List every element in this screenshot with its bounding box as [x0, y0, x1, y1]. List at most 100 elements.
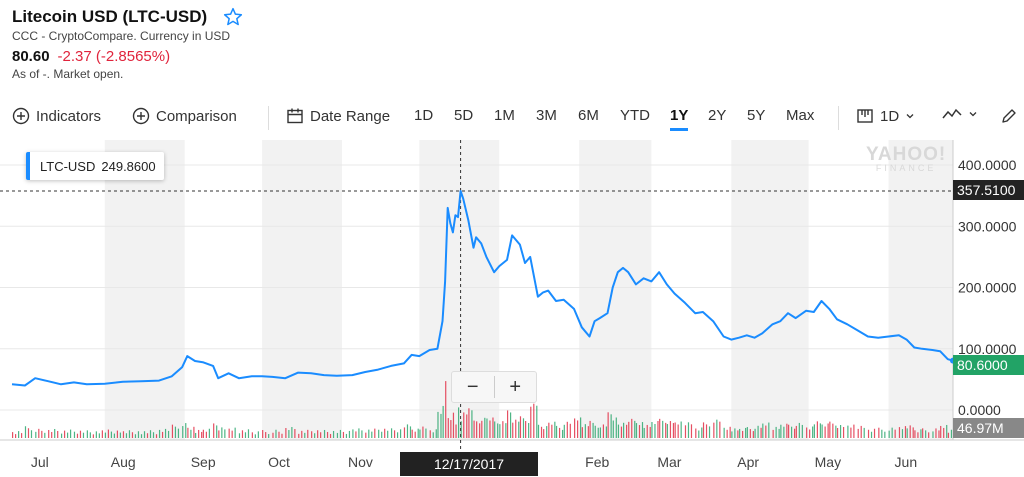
volume-bar [505, 423, 507, 438]
draw-tool-button[interactable] [1000, 107, 1018, 125]
range-3m[interactable]: 3M [536, 107, 557, 124]
volume-bar [719, 421, 721, 438]
volume-bar [24, 426, 27, 438]
volume-bar [69, 429, 72, 438]
volume-bar [947, 432, 950, 438]
volume-bar [605, 426, 608, 438]
volume-bar [783, 426, 785, 438]
volume-bar [116, 430, 119, 438]
volume-bar [518, 421, 520, 438]
date-range-button[interactable]: Date Range [286, 107, 390, 125]
volume-bar [82, 432, 85, 438]
watermark-sub: FINANCE [875, 163, 937, 173]
indicators-button[interactable]: Indicators [12, 107, 101, 125]
volume-bar [617, 424, 620, 438]
volume-bar [599, 427, 602, 438]
volume-bar [904, 426, 907, 438]
range-1y[interactable]: 1Y [670, 107, 689, 131]
volume-bar [853, 424, 855, 438]
volume-bar [857, 428, 859, 438]
range-1d[interactable]: 1D [414, 107, 434, 124]
volume-bar [589, 420, 591, 438]
volume-bar [146, 433, 149, 438]
zoom-out-button[interactable]: − [466, 376, 479, 398]
crosshair-date-tag: 12/17/2017 [400, 452, 538, 476]
volume-bar [898, 427, 901, 438]
x-axis: Jul Aug Sep Oct Nov Feb Mar Apr May Jun [31, 454, 917, 470]
volume-bar [680, 421, 682, 438]
volume-bar [878, 427, 880, 438]
volume-bar [307, 429, 309, 438]
volume-bar [30, 430, 33, 438]
price-chart[interactable]: 400.0000 300.0000 200.0000 100.0000 0.0000 J… [0, 140, 1024, 477]
volume-bar [218, 430, 220, 438]
volume-bar [257, 431, 259, 438]
volume-bar [819, 423, 821, 438]
volume-bar [752, 431, 754, 438]
chevron-down-icon [969, 112, 977, 117]
volume-bar [757, 425, 759, 438]
volume-bar [602, 424, 605, 438]
volume-bar [134, 434, 137, 438]
volume-bar [463, 412, 465, 438]
volume-bar [251, 432, 253, 438]
volume-bar [806, 427, 808, 438]
comparison-label: Comparison [156, 107, 237, 125]
volume-bar [746, 427, 748, 438]
range-2y[interactable]: 2Y [708, 107, 727, 124]
y-tick-label: 100.0000 [958, 341, 1017, 357]
range-max[interactable]: Max [786, 107, 815, 124]
volume-bar [201, 431, 203, 438]
toolbar-divider [268, 106, 269, 130]
volume-bar [906, 428, 908, 438]
volume-bar [414, 431, 416, 438]
x-tick-label: Jul [31, 454, 49, 470]
volume-bar [339, 429, 342, 438]
comparison-button[interactable]: Comparison [132, 107, 237, 125]
range-6m[interactable]: 6M [578, 107, 599, 124]
range-ytd[interactable]: YTD [620, 107, 650, 124]
volume-bar [86, 430, 88, 438]
volume-bar [44, 432, 46, 438]
volume-bar [574, 418, 576, 438]
chart-toolbar: Indicators Comparison Date Range 1D 5D 1… [0, 104, 1024, 132]
crosshair-price-tag: 357.5100 [953, 180, 1024, 200]
chart-type-dropdown[interactable] [942, 107, 978, 121]
range-5d[interactable]: 5D [454, 107, 474, 124]
volume-bar [580, 417, 582, 438]
volume-bar [221, 427, 223, 438]
volume-bar [935, 428, 937, 438]
volume-bar [768, 422, 770, 438]
volume-bar [368, 429, 370, 438]
volume-bar [519, 416, 522, 438]
volume-bar [187, 427, 189, 438]
quote-subtitle: CCC - CryptoCompare. Currency in USD [12, 29, 231, 43]
volume-bar [794, 428, 796, 438]
volume-bar [113, 433, 116, 438]
zoom-in-button[interactable]: + [509, 376, 522, 398]
volume-bar [666, 424, 669, 438]
volume-bar [213, 423, 215, 438]
volume-bar [35, 431, 37, 438]
interval-dropdown[interactable]: 1D [856, 107, 915, 125]
volume-bar [494, 421, 496, 438]
volume-bar [528, 423, 530, 438]
volume-bar [687, 422, 690, 438]
volume-bar [594, 425, 596, 438]
star-icon[interactable] [223, 7, 243, 27]
volume-bar [384, 428, 386, 438]
volume-bar [422, 426, 424, 438]
volume-bar [932, 431, 934, 438]
volume-bar [54, 428, 56, 438]
volume-bar [836, 428, 839, 438]
volume-bar [411, 429, 413, 438]
range-1m[interactable]: 1M [494, 107, 515, 124]
volume-bar [41, 430, 43, 438]
range-5y[interactable]: 5Y [747, 107, 766, 124]
volume-bar [713, 422, 715, 438]
volume-bar [174, 426, 177, 438]
volume-bar [628, 421, 630, 438]
volume-bar [813, 424, 815, 438]
volume-bar [558, 427, 561, 438]
volume-bar [57, 430, 59, 438]
